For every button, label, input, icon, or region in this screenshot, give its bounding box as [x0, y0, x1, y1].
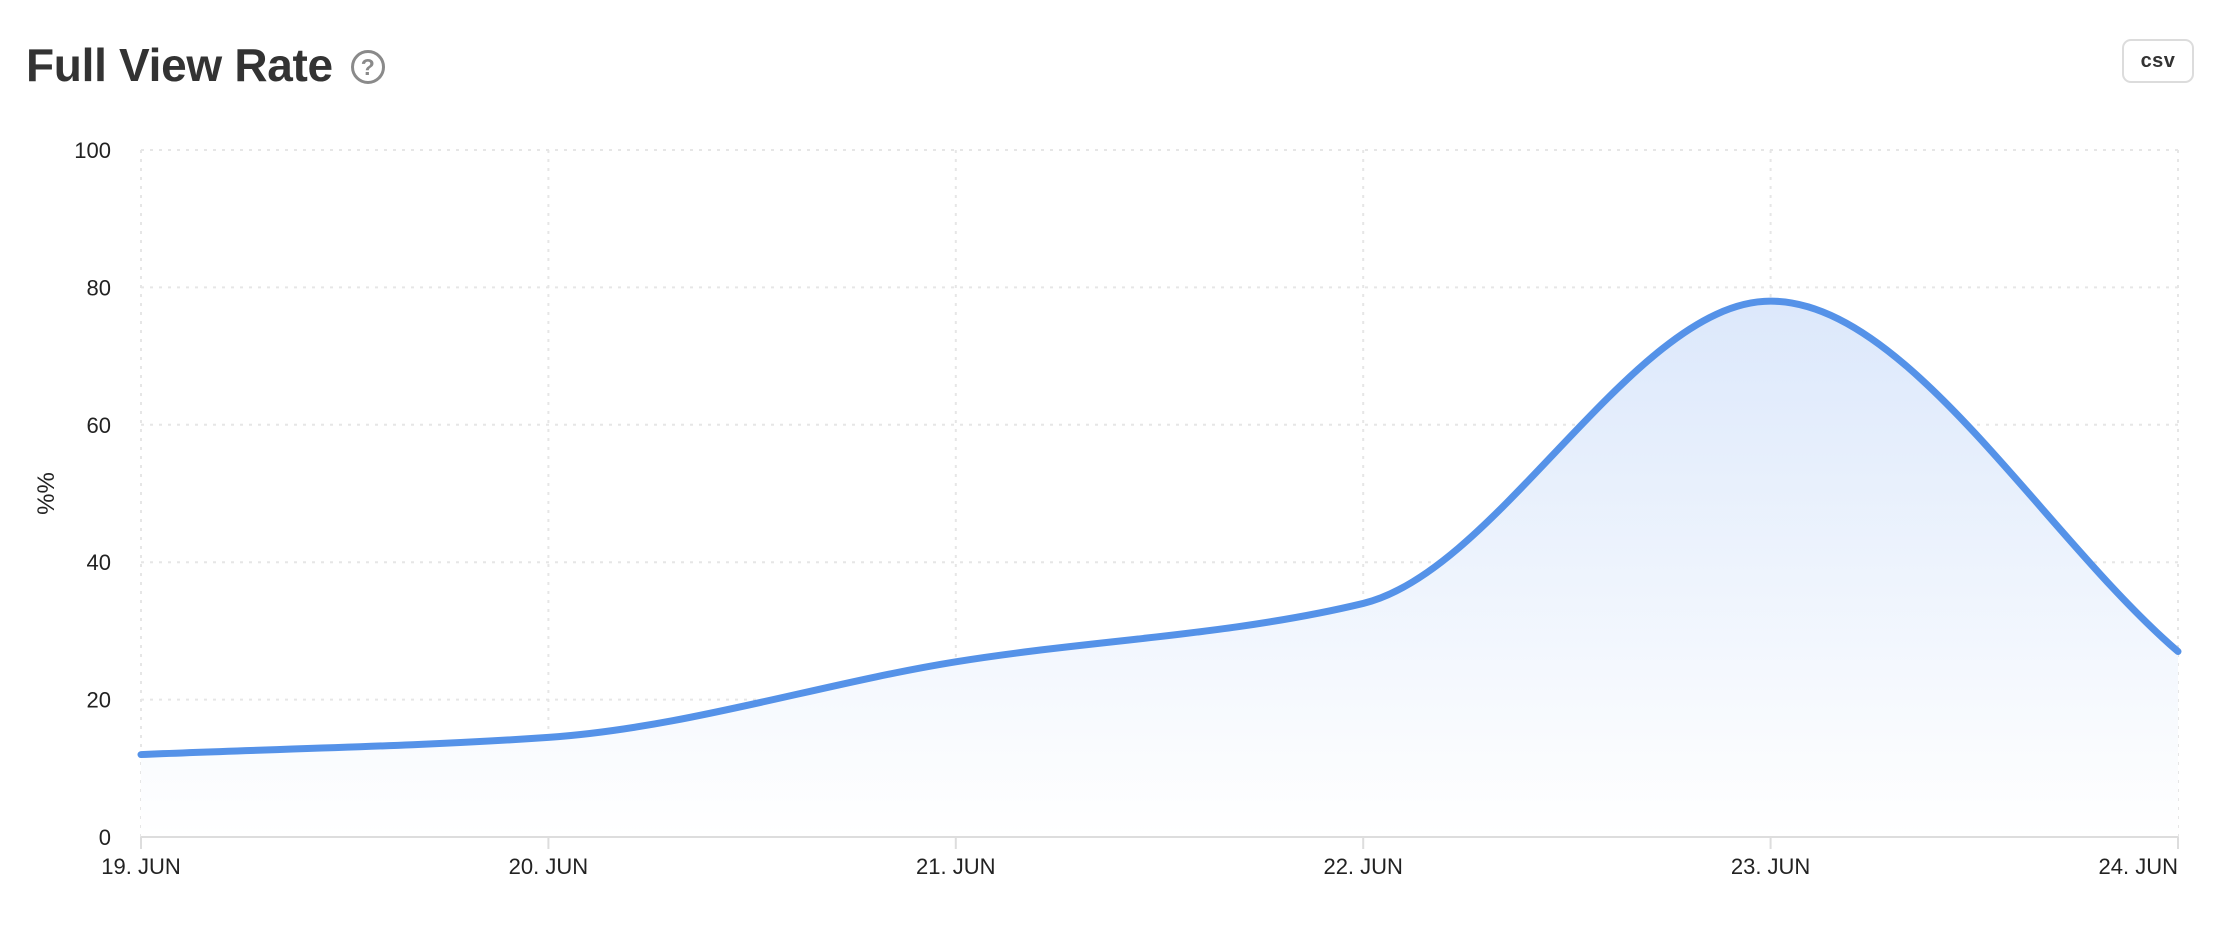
x-tick-label: 21. JUN — [916, 854, 995, 879]
y-tick-label: 80 — [87, 275, 111, 300]
y-axis-title: %% — [33, 472, 60, 515]
y-tick-label: 20 — [87, 688, 111, 713]
y-tick-label: 60 — [87, 413, 111, 438]
axes — [140, 836, 2179, 849]
series-area — [141, 301, 2178, 837]
chart-header: Full View Rate ? — [26, 30, 385, 100]
y-tick-label: 100 — [74, 138, 111, 163]
y-tick-label: 0 — [99, 825, 111, 850]
x-tick-label: 19. JUN — [101, 854, 180, 879]
y-tick-label: 40 — [87, 550, 111, 575]
series-line — [137, 297, 2182, 759]
question-circle-icon[interactable]: ? — [350, 50, 385, 84]
x-tick-label: 20. JUN — [509, 854, 588, 879]
series-area-fill — [141, 301, 2178, 837]
x-tick-label: 24. JUN — [2099, 854, 2178, 879]
csv-download-button[interactable]: csv — [2122, 39, 2194, 83]
chart-title: Full View Rate — [26, 39, 333, 91]
x-tick-label: 23. JUN — [1731, 854, 1810, 879]
series-line-path — [137, 297, 2182, 759]
x-tick-label: 22. JUN — [1323, 854, 1402, 879]
tick-labels: 0 20 40 60 80 100 19. JUN 20. JUN 21. JUN 22. JUN… — [74, 138, 2178, 879]
